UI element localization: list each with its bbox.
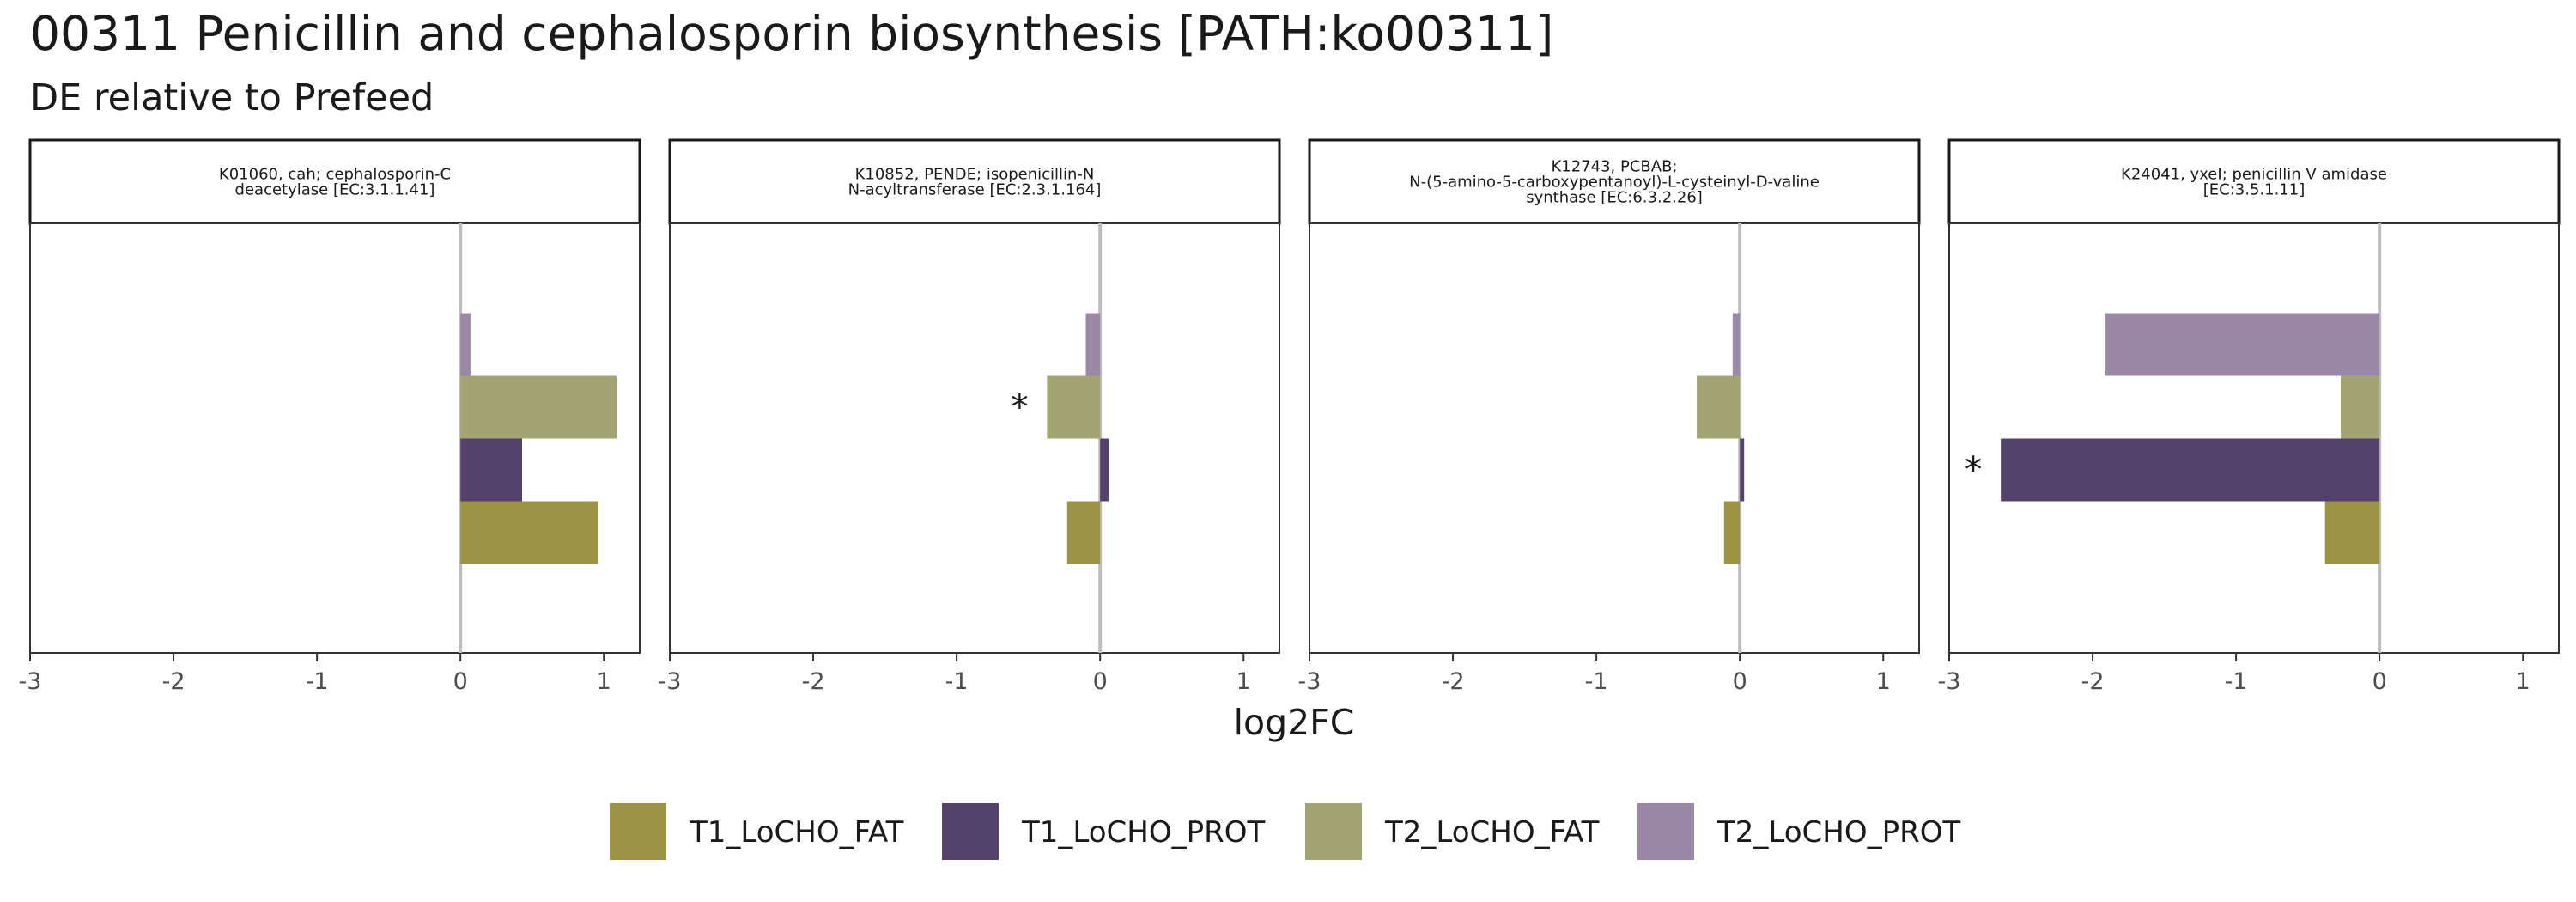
bar-T1_LoCHO_PROT — [1740, 438, 1745, 502]
legend-swatch — [1305, 803, 1362, 860]
facet-panel-1: K01060, cah; cephalosporin-Cdeacetylase … — [19, 138, 641, 695]
legend-label: T1_LoCHO_PROT — [1021, 815, 1266, 850]
significance-marker: * — [1011, 387, 1029, 428]
legend-swatch — [1637, 803, 1694, 860]
legend-swatch — [610, 803, 666, 860]
legend-swatch — [942, 803, 999, 860]
x-tick-label: -1 — [306, 668, 329, 695]
x-tick-label: -3 — [19, 668, 42, 695]
facet-panel-4: K24041, yxeI; penicillin V amidase[EC:3.… — [1938, 138, 2561, 695]
x-tick-label: -3 — [1938, 668, 1961, 695]
x-tick-label: -1 — [1585, 668, 1608, 695]
x-tick-label: -2 — [2081, 668, 2105, 695]
x-tick-label: 1 — [2516, 668, 2530, 695]
bar-T1_LoCHO_PROT — [460, 438, 523, 502]
x-tick-label: 1 — [597, 668, 611, 695]
x-tick-label: -3 — [1298, 668, 1321, 695]
facet-strip-label: [EC:3.5.1.11] — [2203, 181, 2305, 199]
x-tick-label: 0 — [2372, 668, 2387, 695]
facet-strip-label: deacetylase [EC:3.1.1.41] — [235, 181, 435, 199]
facet-panel-2: K10852, PENDE; isopenicillin-NN-acyltran… — [659, 138, 1281, 695]
bar-T1_LoCHO_FAT — [1066, 501, 1101, 564]
facet-strip-label: K24041, yxeI; penicillin V amidase — [2121, 166, 2387, 184]
bar-T2_LoCHO_FAT — [460, 375, 617, 439]
facet-panels: K01060, cah; cephalosporin-Cdeacetylase … — [19, 138, 2561, 695]
bar-T1_LoCHO_FAT — [1723, 501, 1741, 564]
chart-subtitle: DE relative to Prefeed — [30, 76, 434, 119]
x-tick-label: 0 — [1733, 668, 1747, 695]
bar-T1_LoCHO_FAT — [460, 501, 598, 564]
facet-strip-label: synthase [EC:6.3.2.26] — [1526, 189, 1703, 207]
facet-strip-label: K10852, PENDE; isopenicillin-N — [855, 166, 1095, 184]
legend-label: T2_LoCHO_FAT — [1384, 815, 1600, 850]
bar-T2_LoCHO_PROT — [2105, 313, 2380, 376]
bar-T2_LoCHO_FAT — [2341, 375, 2380, 439]
facet-strip-box — [1308, 138, 1921, 225]
bar-T1_LoCHO_PROT — [1100, 438, 1109, 502]
bar-T1_LoCHO_FAT — [2324, 501, 2380, 564]
bar-T2_LoCHO_FAT — [1697, 375, 1741, 439]
facet-plot-area — [1309, 222, 1920, 654]
x-tick-label: -2 — [162, 668, 185, 695]
bar-T2_LoCHO_FAT — [1047, 375, 1101, 439]
x-tick-label: 1 — [1876, 668, 1891, 695]
facet-strip-label: N-acyltransferase [EC:2.3.1.164] — [848, 181, 1102, 199]
legend-item: T2_LoCHO_PROT — [1637, 803, 1961, 860]
x-tick-label: 1 — [1236, 668, 1251, 695]
facet-strip-label: K01060, cah; cephalosporin-C — [219, 166, 451, 184]
x-tick-label: 0 — [1093, 668, 1108, 695]
x-tick-label: -2 — [802, 668, 825, 695]
significance-marker: * — [1965, 449, 1983, 491]
x-axis-title: log2FC — [1234, 702, 1355, 743]
bar-T2_LoCHO_PROT — [460, 313, 471, 376]
facet-strip-label: K12743, PCBAB; — [1551, 158, 1677, 176]
x-tick-label: -1 — [2225, 668, 2248, 695]
bar-T2_LoCHO_PROT — [1732, 313, 1741, 376]
x-tick-label: 0 — [453, 668, 468, 695]
legend: T1_LoCHO_FAT T1_LoCHO_PROT T2_LoCHO_FAT T2_… — [610, 803, 1961, 860]
facet-strip-label: N-(5-amino-5-carboxypentanoyl)-L-cystein… — [1409, 174, 1820, 192]
legend-item: T1_LoCHO_PROT — [942, 803, 1266, 860]
x-tick-label: -3 — [659, 668, 682, 695]
legend-item: T2_LoCHO_FAT — [1305, 803, 1600, 860]
facet-panel-3: K12743, PCBAB;N-(5-amino-5-carboxypentan… — [1298, 138, 1921, 695]
facet-strip-box — [1947, 138, 2561, 225]
facet-plot-area — [1948, 222, 2560, 654]
facet-plot-area — [669, 222, 1280, 654]
facet-strip-box — [28, 138, 641, 225]
chart-title: 00311 Penicillin and cephalosporin biosy… — [30, 6, 1553, 61]
bar-T1_LoCHO_PROT — [2001, 438, 2380, 502]
facet-strip-box — [668, 138, 1281, 225]
x-tick-label: -1 — [945, 668, 969, 695]
legend-item: T1_LoCHO_FAT — [610, 803, 904, 860]
x-tick-label: -2 — [1442, 668, 1465, 695]
legend-label: T2_LoCHO_PROT — [1716, 815, 1961, 850]
bar-T2_LoCHO_PROT — [1085, 313, 1101, 376]
legend-label: T1_LoCHO_FAT — [689, 815, 904, 850]
